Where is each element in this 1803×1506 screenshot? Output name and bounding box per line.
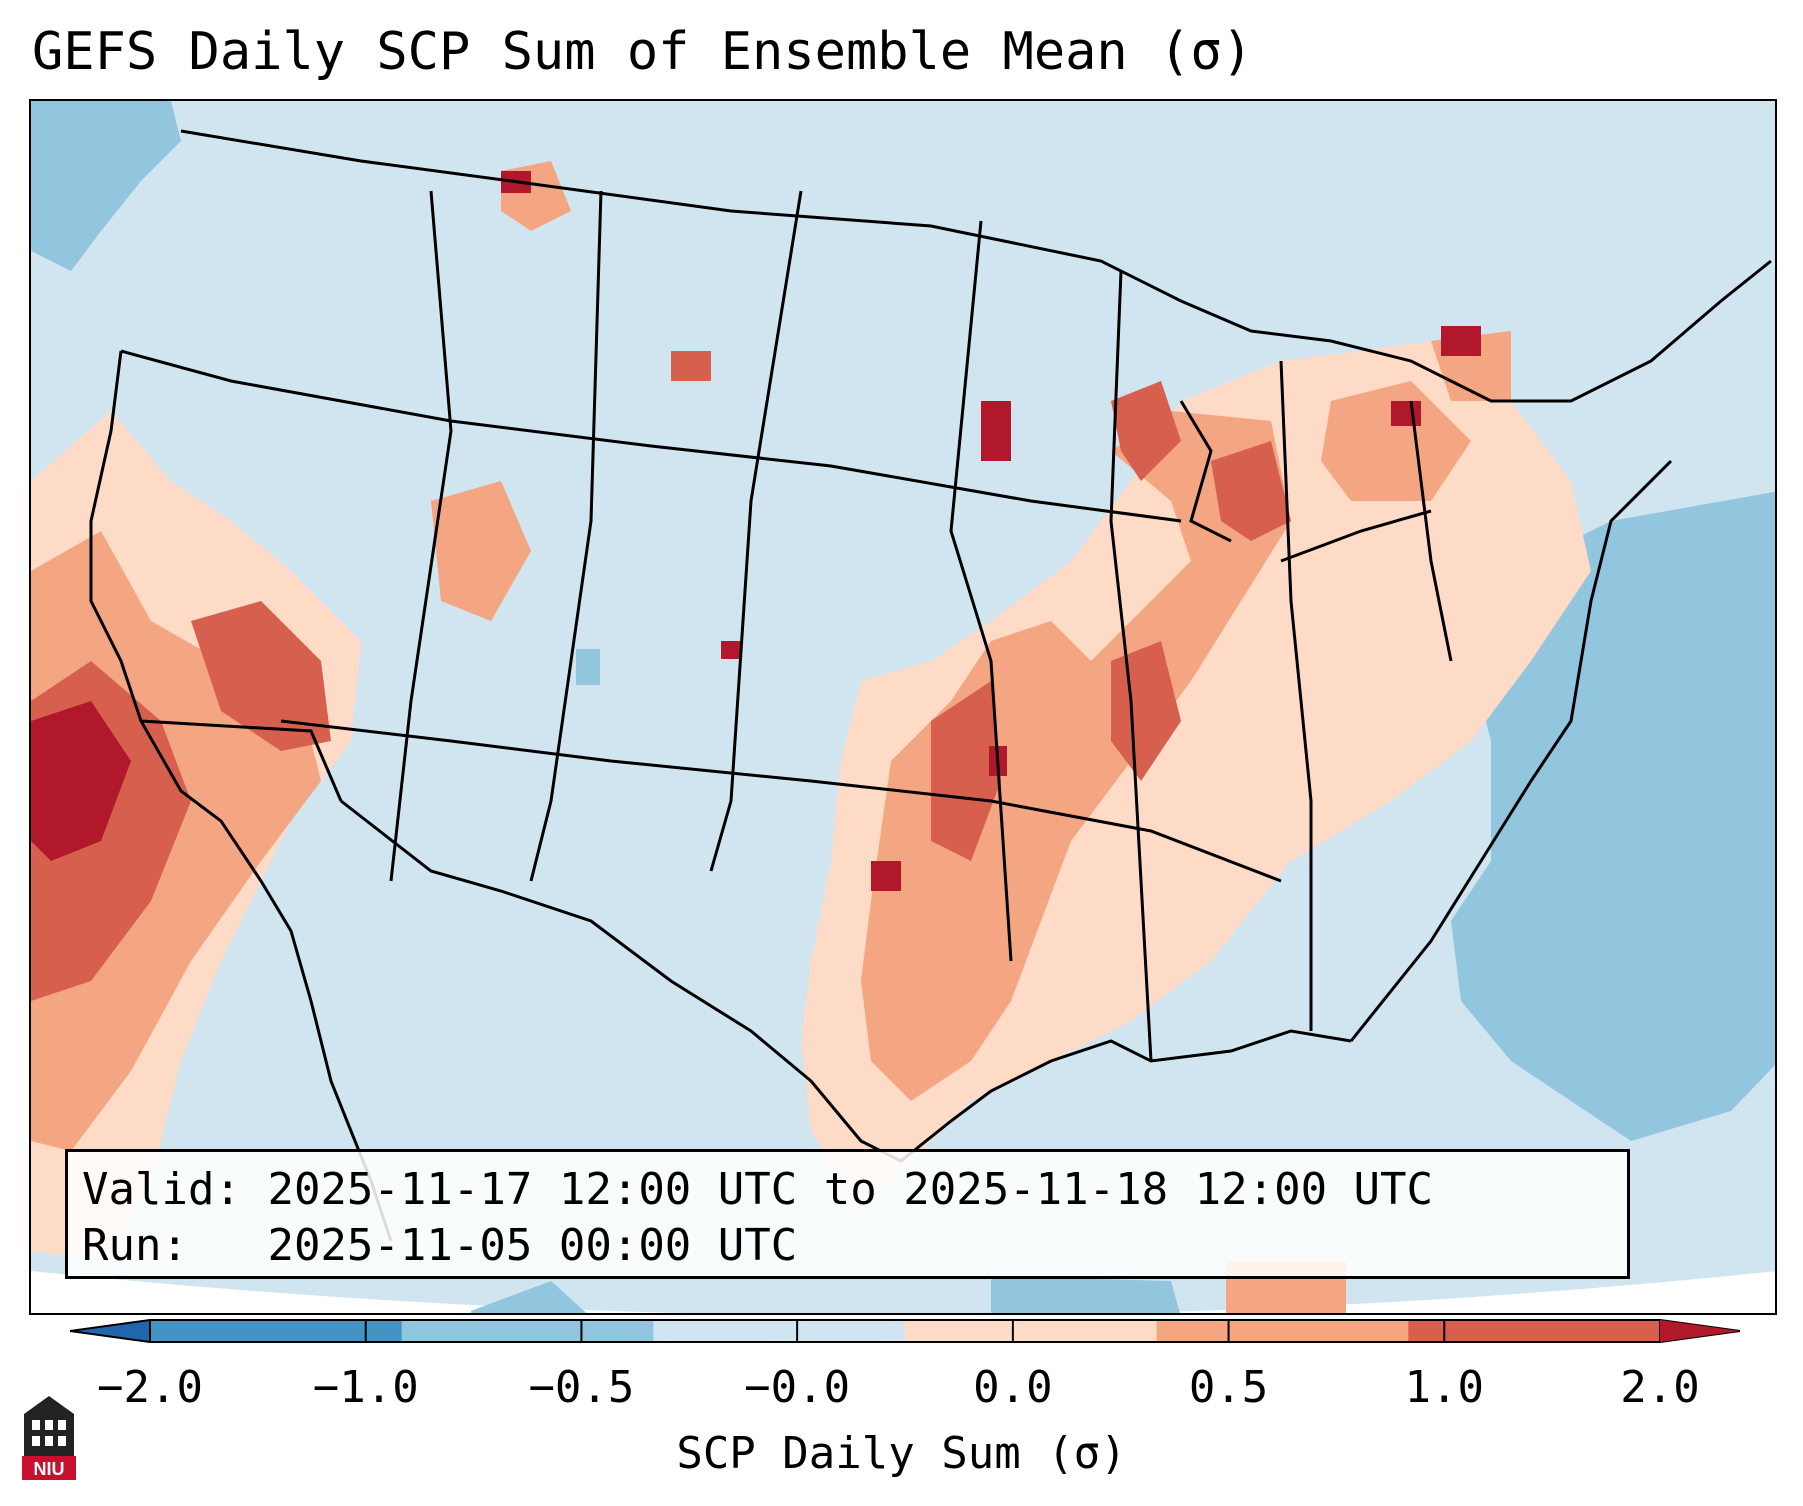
great-lakes-mid-area: [1321, 381, 1471, 501]
map-canvas: [31, 101, 1775, 1313]
colorbar-tick-label: −2.0: [97, 1362, 203, 1413]
colorbar-right-arrow: [1660, 1320, 1740, 1342]
west-coast-boundary: [89, 350, 393, 1242]
colorbar-tick-label: 1.0: [1404, 1362, 1485, 1413]
quebec-extreme-spot: [1441, 326, 1481, 356]
mississippi-valley-mid-area: [861, 411, 1291, 1101]
atlantic-coast: [1349, 459, 1673, 1042]
colorbar-segment: [1408, 1320, 1661, 1342]
lake-huron-extreme-spot: [1391, 401, 1421, 426]
meridian-line-1: [389, 190, 453, 882]
colorbar-tick-label: −1.0: [312, 1362, 419, 1413]
nevada-strong-area: [191, 601, 331, 751]
logo-text: NIU: [34, 1459, 65, 1479]
gulf-negative-area: [991, 1276, 1180, 1313]
colorbar-segment: [905, 1320, 1158, 1342]
university-logo-icon: NIU: [22, 1396, 76, 1480]
northeast-border: [1180, 259, 1772, 403]
run-value: 2025-11-05 00:00 UTC: [267, 1220, 798, 1271]
domain-edge: [31, 1271, 1775, 1313]
meridian-line-3: [709, 190, 803, 872]
oklahoma-strong-area: [931, 681, 1001, 861]
colorbar-tick-label: 0.5: [1188, 1362, 1269, 1413]
political-boundaries: [89, 129, 1772, 1242]
colorbar-tick-label: 2.0: [1620, 1362, 1700, 1413]
map-panel: [29, 99, 1777, 1315]
lake-michigan-shore: [1179, 400, 1232, 543]
texas-extreme-spot: [871, 861, 901, 891]
colorbar-tick-label: −0.5: [528, 1362, 635, 1413]
colorbar-left-arrow: [70, 1320, 150, 1342]
valid-row: Valid: 2025-11-17 12:00 UTC to 2025-11-1…: [82, 1162, 1613, 1218]
pacific-negative-area: [31, 101, 181, 271]
california-nevada-line: [140, 719, 343, 802]
run-label: Run:: [82, 1220, 188, 1271]
mexico-border: [340, 799, 812, 1083]
valid-time-box: Valid: 2025-11-17 12:00 UTC to 2025-11-1…: [65, 1149, 1630, 1279]
valid-label: Valid:: [82, 1164, 241, 1215]
i40-corridor-line: [280, 719, 1282, 883]
colorbar-segment: [150, 1320, 403, 1342]
colorbar-tick-label: −0.0: [744, 1362, 851, 1413]
wyoming-strong-spot: [671, 351, 711, 381]
lower-michigan-strong-area: [1211, 441, 1291, 541]
lake-erie-shore: [1280, 509, 1432, 563]
michigan-strong-area: [1111, 381, 1181, 481]
colorado-extreme-spot: [721, 641, 741, 659]
positive-anomaly-regions: [31, 161, 1591, 1313]
colorbar-segments: [70, 1319, 1740, 1343]
wisconsin-extreme-spot: [981, 401, 1011, 461]
northern-tier-line: [120, 349, 1182, 523]
meridian-line-7: [1409, 400, 1453, 662]
figure-title: GEFS Daily SCP Sum of Ensemble Mean (σ): [32, 22, 1253, 82]
meridian-line-5: [1109, 270, 1153, 1062]
colorbar-label: SCP Daily Sum (σ): [676, 1428, 1127, 1479]
idaho-mid-area: [431, 481, 531, 621]
canada-border: [180, 129, 1182, 303]
meridian-line-6: [1279, 360, 1313, 1031]
mexico-negative-area: [471, 1281, 587, 1313]
colorbar-segment: [653, 1320, 906, 1342]
colorbar-segment: [1156, 1320, 1409, 1342]
meridian-line-4: [949, 220, 1013, 962]
colorbar-tick-label: 0.0: [973, 1362, 1053, 1413]
meridian-line-2: [529, 190, 603, 882]
colorbar: [70, 1319, 1740, 1343]
colorado-negative-spot: [576, 649, 600, 685]
colorbar-segment: [401, 1320, 654, 1342]
run-row: Run: 2025-11-05 00:00 UTC: [82, 1218, 1613, 1274]
offshore-extreme-area: [31, 701, 131, 861]
valid-value: 2025-11-17 12:00 UTC to 2025-11-18 12:00…: [267, 1164, 1434, 1215]
